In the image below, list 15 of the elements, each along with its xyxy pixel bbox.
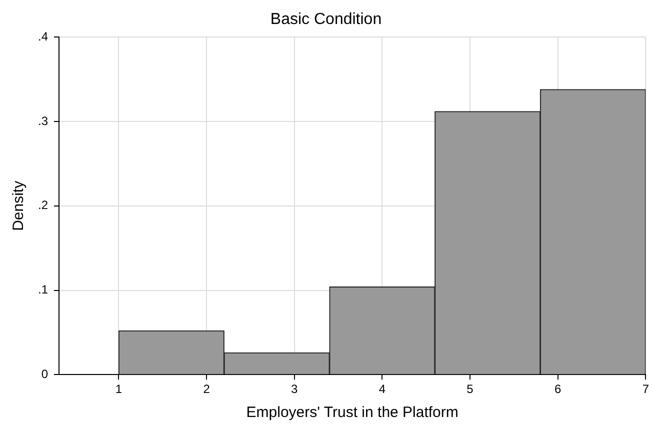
y-tick-label: .1 — [38, 282, 48, 297]
y-tick-label: .2 — [38, 198, 48, 212]
x-tick-label: 5 — [466, 382, 474, 396]
x-tick-label: 2 — [203, 382, 210, 396]
y-tick-label: .4 — [38, 30, 48, 44]
y-axis-title: Density — [10, 180, 28, 231]
x-tick-label: 1 — [115, 382, 122, 396]
x-tick-label: 6 — [554, 382, 562, 396]
y-tick-label: 0 — [41, 366, 48, 381]
chart-title: Basic Condition — [270, 11, 382, 28]
y-tick-label: .3 — [38, 114, 48, 128]
x-tick-label: 7 — [642, 382, 650, 396]
x-tick-label: 3 — [291, 382, 298, 396]
x-axis-title: Employers' Trust in the Platform — [246, 404, 458, 422]
x-tick-label: 4 — [378, 382, 386, 396]
